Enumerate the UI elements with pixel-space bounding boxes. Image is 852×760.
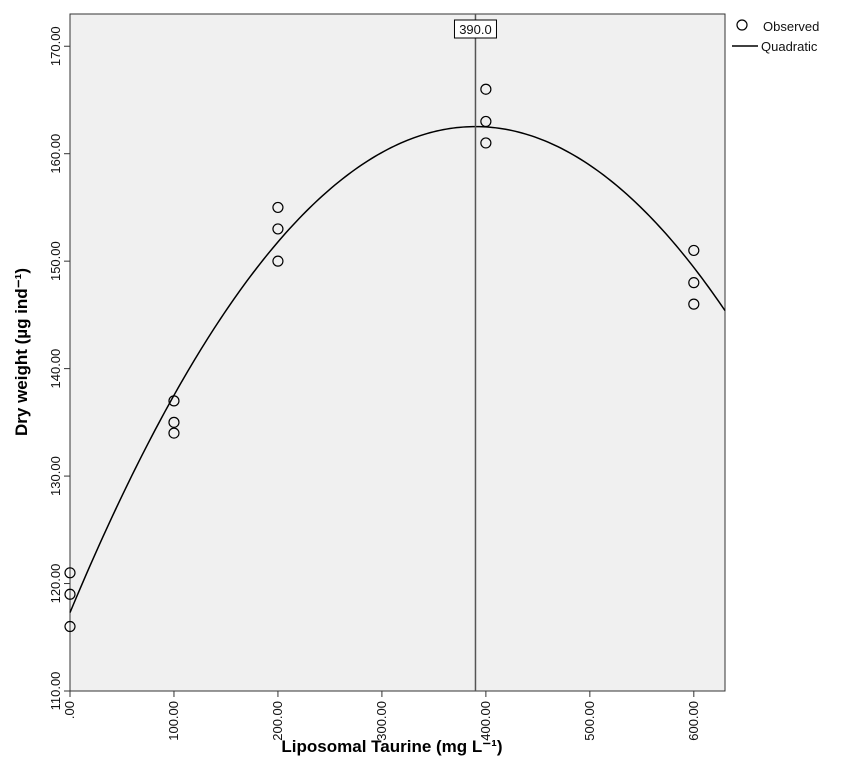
y-tick-label: 120.00 bbox=[48, 564, 63, 604]
observed-point bbox=[64, 620, 76, 633]
observed-point bbox=[168, 427, 180, 439]
observed-point bbox=[64, 567, 76, 579]
observed-point bbox=[64, 588, 76, 600]
y-tick-label: 110.00 bbox=[48, 672, 63, 711]
x-tick-label: 400.00 bbox=[478, 701, 493, 741]
legend-observed-marker bbox=[736, 19, 748, 31]
observed-point bbox=[480, 83, 492, 95]
x-tick-label: 100.00 bbox=[166, 701, 181, 741]
observed-point bbox=[688, 244, 700, 257]
observed-point bbox=[688, 298, 700, 310]
legend: Observed Quadratic bbox=[732, 19, 819, 54]
legend-observed-label: Observed bbox=[763, 19, 819, 34]
x-tick-label: 600.00 bbox=[686, 701, 701, 741]
y-axis-title: Dry weight (µg ind⁻¹) bbox=[12, 268, 31, 436]
observed-point bbox=[168, 395, 180, 407]
observed-point bbox=[272, 223, 284, 235]
y-tick-label: 140.00 bbox=[48, 349, 63, 389]
reference-line-label-box bbox=[453, 19, 497, 39]
observed-point bbox=[272, 255, 284, 267]
y-axis-ticks: 110.00 120.00 130.00 140.00 150.00 160.00 170.… bbox=[48, 26, 70, 710]
reference-line-label: 390.0 bbox=[459, 22, 492, 37]
quadratic-fit-line bbox=[69, 125, 726, 613]
observed-point bbox=[480, 137, 492, 149]
observed-points bbox=[64, 83, 700, 633]
observed-point bbox=[480, 115, 492, 128]
x-tick-label: 500.00 bbox=[582, 701, 597, 741]
observed-point bbox=[168, 416, 180, 428]
x-tick-label: .00 bbox=[62, 701, 77, 719]
y-tick-label: 150.00 bbox=[48, 241, 63, 281]
observed-point bbox=[272, 201, 284, 214]
x-axis-title: Liposomal Taurine (mg L⁻¹) bbox=[281, 737, 502, 756]
y-tick-label: 160.00 bbox=[48, 134, 63, 174]
x-tick-label: 200.00 bbox=[270, 701, 285, 741]
y-tick-label: 130.00 bbox=[48, 456, 63, 496]
x-tick-label: 300.00 bbox=[374, 701, 389, 741]
x-axis-ticks: .00 100.00 200.00 300.00 400.00 500.00 600.00 bbox=[62, 691, 701, 741]
y-tick-label: 170.00 bbox=[48, 26, 63, 66]
plot-area bbox=[69, 13, 726, 692]
observed-point bbox=[688, 277, 700, 289]
legend-quadratic-label: Quadratic bbox=[761, 39, 818, 54]
